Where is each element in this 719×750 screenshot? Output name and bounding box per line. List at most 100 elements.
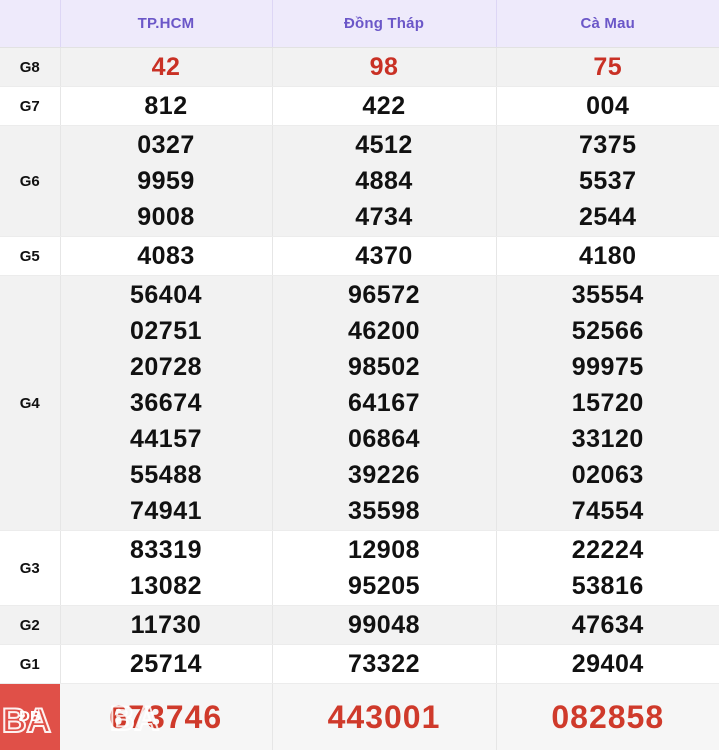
prize-number: 74941	[62, 493, 271, 529]
header-row: TP.HCM Đồng Tháp Cà Mau	[0, 0, 719, 48]
cell-g4-ca-mau: 35554 52566 99975 15720 33120 02063 7455…	[496, 276, 719, 531]
table-body: G8 42 98 75 G7 812 422 004	[0, 48, 719, 750]
column-header-ca-mau[interactable]: Cà Mau	[496, 0, 719, 48]
table-row-special-prize: ĐB BA 673746 BA 443001 082858	[0, 684, 719, 750]
prize-number: 4884	[274, 163, 495, 199]
cell-g2-dong-thap: 99048	[272, 606, 496, 645]
prize-number: 98502	[274, 349, 495, 385]
prize-number: 443001	[274, 685, 495, 749]
table-row-g2: G2 11730 99048 47634	[0, 606, 719, 645]
cell-g8-ca-mau: 75	[496, 48, 719, 87]
cell-g6-ca-mau: 7375 5537 2544	[496, 126, 719, 237]
prize-number: 673746	[61, 685, 271, 749]
prize-number: 5537	[498, 163, 719, 199]
column-header-tphcm[interactable]: TP.HCM	[60, 0, 272, 48]
table-row-g6: G6 0327 9959 9008 4512 4884 4734 7375 55…	[0, 126, 719, 237]
cell-g5-tphcm: 4083	[60, 237, 272, 276]
prize-number: 73322	[274, 646, 495, 682]
prize-number: 4180	[498, 238, 719, 274]
cell-g3-ca-mau: 22224 53816	[496, 531, 719, 606]
header-corner-cell	[0, 0, 60, 48]
prize-number: 96572	[274, 277, 495, 313]
cell-g1-ca-mau: 29404	[496, 645, 719, 684]
prize-number: 082858	[498, 685, 719, 749]
prize-number: 98	[274, 49, 495, 85]
table-row-g3: G3 83319 13082 12908 95205 22224 53816	[0, 531, 719, 606]
prize-number: 47634	[498, 607, 719, 643]
table-row-g5: G5 4083 4370 4180	[0, 237, 719, 276]
prize-number: 83319	[62, 532, 271, 568]
prize-number: 7375	[498, 127, 719, 163]
prize-number: 95205	[274, 568, 495, 604]
prize-number: 29404	[498, 646, 719, 682]
cell-g6-dong-thap: 4512 4884 4734	[272, 126, 496, 237]
row-label-g2: G2	[0, 606, 60, 645]
prize-number: 52566	[498, 313, 719, 349]
cell-g5-ca-mau: 4180	[496, 237, 719, 276]
cell-special-ca-mau: 082858	[496, 684, 719, 750]
prize-number: 4734	[274, 199, 495, 235]
cell-g2-tphcm: 11730	[60, 606, 272, 645]
cell-special-dong-thap: 443001	[272, 684, 496, 750]
prize-number: 42	[62, 49, 271, 85]
table-row-g4: G4 56404 02751 20728 36674 44157 55488 7…	[0, 276, 719, 531]
prize-number: 44157	[62, 421, 271, 457]
prize-number: 2544	[498, 199, 719, 235]
prize-number: 004	[498, 88, 719, 124]
prize-number: 9959	[62, 163, 271, 199]
prize-number: 11730	[62, 607, 271, 643]
cell-g5-dong-thap: 4370	[272, 237, 496, 276]
prize-number: 56404	[62, 277, 271, 313]
table-row-g7: G7 812 422 004	[0, 87, 719, 126]
table-header: TP.HCM Đồng Tháp Cà Mau	[0, 0, 719, 48]
cell-g7-dong-thap: 422	[272, 87, 496, 126]
row-label-special-prize: ĐB BA	[0, 684, 60, 750]
prize-number: 55488	[62, 457, 271, 493]
prize-number: 46200	[274, 313, 495, 349]
prize-number: 75	[498, 49, 719, 85]
prize-number: 9008	[62, 199, 271, 235]
prize-number: 06864	[274, 421, 495, 457]
prize-number: 812	[62, 88, 271, 124]
cell-g2-ca-mau: 47634	[496, 606, 719, 645]
prize-number: 13082	[62, 568, 271, 604]
prize-number: 99975	[498, 349, 719, 385]
prize-number: 422	[274, 88, 495, 124]
row-label-g3: G3	[0, 531, 60, 606]
cell-special-tphcm: 673746 BA	[60, 684, 272, 750]
prize-number: 99048	[274, 607, 495, 643]
cell-g7-tphcm: 812	[60, 87, 272, 126]
row-label-g5: G5	[0, 237, 60, 276]
prize-number: 02751	[62, 313, 271, 349]
row-label-g1: G1	[0, 645, 60, 684]
cell-g8-dong-thap: 98	[272, 48, 496, 87]
cell-g6-tphcm: 0327 9959 9008	[60, 126, 272, 237]
prize-number: 22224	[498, 532, 719, 568]
prize-number: 02063	[498, 457, 719, 493]
column-header-dong-thap[interactable]: Đồng Tháp	[272, 0, 496, 48]
prize-number: 39226	[274, 457, 495, 493]
prize-number: 35598	[274, 493, 495, 529]
prize-number: 20728	[62, 349, 271, 385]
prize-number: 35554	[498, 277, 719, 313]
row-label-g4: G4	[0, 276, 60, 531]
prize-number: 64167	[274, 385, 495, 421]
cell-g8-tphcm: 42	[60, 48, 272, 87]
prize-number: 36674	[62, 385, 271, 421]
prize-number: 4083	[62, 238, 271, 274]
prize-number: 33120	[498, 421, 719, 457]
row-label-g7: G7	[0, 87, 60, 126]
prize-number: 4370	[274, 238, 495, 274]
table-row-g8: G8 42 98 75	[0, 48, 719, 87]
row-label-g6: G6	[0, 126, 60, 237]
cell-g3-tphcm: 83319 13082	[60, 531, 272, 606]
prize-number: 74554	[498, 493, 719, 529]
prize-number: 53816	[498, 568, 719, 604]
cell-g1-tphcm: 25714	[60, 645, 272, 684]
cell-g3-dong-thap: 12908 95205	[272, 531, 496, 606]
prize-number: 0327	[62, 127, 271, 163]
cell-g7-ca-mau: 004	[496, 87, 719, 126]
cell-g4-tphcm: 56404 02751 20728 36674 44157 55488 7494…	[60, 276, 272, 531]
cell-g1-dong-thap: 73322	[272, 645, 496, 684]
